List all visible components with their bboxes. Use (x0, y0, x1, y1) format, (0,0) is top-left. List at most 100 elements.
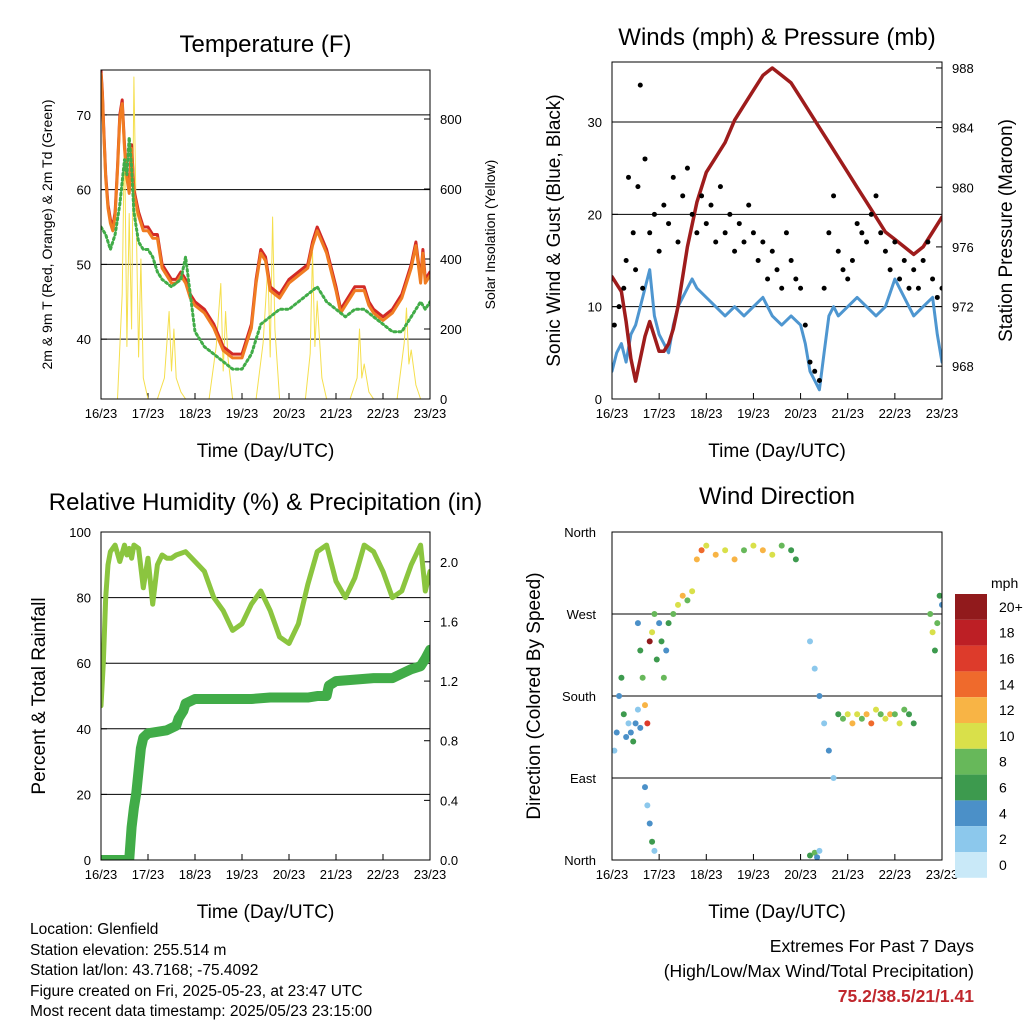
direction-point (722, 547, 729, 554)
gust-point (746, 202, 752, 208)
direction-point (863, 711, 870, 718)
gust-point (623, 258, 629, 264)
gust-point (755, 258, 761, 264)
plot-frame (100, 531, 431, 861)
legend-swatch (955, 800, 987, 827)
gust-point (708, 202, 714, 208)
legend-swatch (955, 619, 987, 646)
x-tick-label: 17/23 (132, 406, 165, 421)
x-tick-label: 18/23 (690, 406, 723, 421)
gust-point (892, 239, 898, 245)
gust-point (732, 248, 738, 254)
direction-point (644, 720, 651, 727)
y-axis-label: 2m & 9m T (Red, Orange) & 2m Td (Green) (39, 100, 55, 370)
legend-label: 0 (999, 857, 1007, 873)
x-tick-label: 16/23 (596, 406, 629, 421)
legend-label: 16 (999, 651, 1015, 667)
direction-point (825, 747, 832, 754)
gust-point (612, 322, 617, 328)
extremes-title: Extremes For Past 7 Days (769, 936, 974, 956)
plot-area (612, 66, 942, 392)
direction-point (807, 638, 813, 645)
gust-point (807, 359, 813, 365)
direction-point (623, 734, 630, 740)
gust-point (684, 165, 690, 171)
direction-point (637, 647, 644, 654)
direction-point (613, 729, 620, 736)
direction-point (646, 820, 653, 827)
y-right-tick-label: 600 (440, 182, 462, 197)
chart-panel-1: Temperature (F) 40 50 60 70 0 200 400 600 800 16/2… (39, 31, 498, 462)
legend-swatch (955, 697, 987, 723)
gust-point (760, 239, 766, 245)
y-tick-label: North (564, 853, 596, 868)
gust-point (793, 276, 799, 282)
direction-point (906, 711, 912, 718)
direction-point (835, 711, 842, 718)
plot-frame (611, 61, 943, 400)
x-tick-label: 18/23 (179, 406, 212, 421)
gust-point (621, 285, 627, 291)
direction-point (651, 847, 658, 854)
gust-point (741, 239, 747, 245)
x-tick-label: 23/23 (926, 406, 959, 421)
direction-point (632, 720, 639, 727)
direction-point (807, 852, 813, 859)
direction-point (656, 620, 663, 627)
plot-area (101, 70, 430, 399)
direction-point (811, 849, 818, 856)
legend-label: 10 (999, 728, 1015, 744)
direction-point (642, 784, 648, 791)
legend-swatch (955, 645, 987, 672)
gust-point (816, 378, 822, 384)
y-right-tick-label: 0.0 (440, 853, 458, 868)
x-tick-label: 17/23 (643, 867, 676, 882)
x-tick-label: 18/23 (179, 867, 212, 882)
direction-point (929, 629, 936, 636)
gust-point (727, 211, 733, 217)
direction-point (927, 611, 934, 617)
gust-point (783, 230, 789, 236)
gust-point (722, 230, 728, 236)
x-tick-label: 20/23 (273, 867, 306, 882)
direction-point (644, 802, 651, 809)
direction-point (858, 715, 865, 722)
gust-point (633, 267, 639, 273)
gust-point (821, 285, 827, 291)
y-tick-label: 20 (77, 787, 91, 802)
gust-point (859, 230, 865, 236)
chart-title: Temperature (F) (179, 31, 351, 58)
direction-point (634, 620, 641, 627)
x-tick-label: 22/23 (879, 406, 912, 421)
x-tick-label: 16/23 (85, 867, 118, 882)
gust-point (670, 174, 676, 180)
gust-point (703, 221, 709, 227)
gust-point (812, 368, 818, 374)
y-tick-label: North (564, 525, 596, 540)
legend-swatch (955, 671, 987, 698)
gust-point (779, 285, 785, 291)
legend-swatch (955, 826, 987, 852)
x-tick-label: 21/23 (320, 867, 353, 882)
series-line-solar (101, 76, 430, 399)
direction-point (612, 747, 618, 754)
x-tick-label: 16/23 (596, 867, 629, 882)
gust-point (826, 230, 832, 236)
gust-point (774, 267, 780, 273)
x-tick-label: 23/23 (414, 867, 447, 882)
direction-point (891, 711, 898, 718)
gust-point (887, 267, 893, 273)
gust-point (939, 285, 942, 291)
gust-point (882, 248, 888, 254)
y-tick-label: East (570, 771, 596, 786)
extremes-subtitle: (High/Low/Max Wind/Total Precipitation) (663, 961, 974, 981)
gust-point (713, 239, 719, 245)
direction-point (896, 720, 903, 727)
legend-label: 6 (999, 780, 1007, 796)
x-tick-label: 21/23 (831, 867, 864, 882)
direction-point (637, 724, 644, 731)
chart-panel-3: Relative Humidity (%) & Precipitation (i… (29, 489, 482, 923)
gust-point (769, 248, 775, 254)
y-right-tick-label: 988 (952, 61, 974, 76)
